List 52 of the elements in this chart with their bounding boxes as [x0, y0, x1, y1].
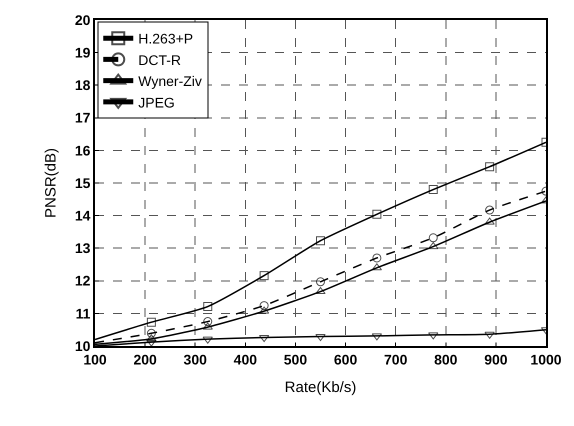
legend-label: JPEG — [138, 94, 175, 110]
y-tick-label: 15 — [74, 174, 91, 191]
point — [202, 336, 213, 344]
point — [260, 271, 269, 280]
legend-label: Wyner-Ziv — [138, 73, 202, 90]
point — [428, 332, 438, 340]
y-tick-label: 13 — [74, 240, 91, 256]
x-tick-label: 200 — [133, 352, 158, 368]
x-tick-label: 600 — [334, 352, 358, 368]
legend-label: DCT-R — [138, 52, 182, 68]
point — [259, 306, 270, 314]
y-tick-label: 16 — [74, 142, 91, 158]
point — [203, 317, 212, 326]
point — [372, 253, 382, 262]
point — [259, 335, 270, 342]
y-tick-label: 12 — [74, 272, 91, 289]
point — [203, 302, 212, 312]
point — [484, 332, 495, 339]
x-tick-label: 1000 — [530, 352, 562, 368]
y-tick-label: 17 — [74, 110, 91, 126]
x-tick-label: 500 — [284, 352, 308, 368]
x-tick-label: 800 — [434, 352, 458, 368]
x-tick-label: 400 — [234, 352, 258, 368]
x-tick-label: 100 — [83, 352, 107, 368]
point — [372, 210, 382, 219]
point — [146, 318, 156, 327]
legend-label: H.263+P — [138, 30, 194, 47]
x-axis-title: Rate(Kb/s) — [284, 379, 356, 396]
x-tick-label: 700 — [384, 352, 408, 368]
point — [146, 328, 156, 338]
y-tick-label: 11 — [76, 305, 91, 322]
point — [260, 301, 269, 310]
point — [485, 206, 494, 215]
y-tick-label: 10 — [74, 338, 91, 354]
y-tick-label: 19 — [74, 44, 91, 60]
point — [202, 322, 213, 330]
point — [372, 333, 382, 340]
point — [484, 218, 495, 225]
x-tick-label: 900 — [484, 352, 508, 368]
point — [485, 162, 494, 172]
point — [316, 277, 325, 286]
point — [428, 233, 438, 242]
x-tick-label: 300 — [184, 352, 208, 368]
y-tick-label: 20 — [74, 12, 91, 28]
point — [428, 185, 438, 194]
point — [428, 242, 438, 250]
point — [316, 236, 325, 246]
point — [146, 334, 156, 342]
y-axis-title: PNSR(dB) — [42, 148, 60, 218]
y-tick-label: 14 — [74, 208, 91, 224]
point — [372, 263, 382, 270]
y-tick-label: 18 — [74, 77, 91, 94]
